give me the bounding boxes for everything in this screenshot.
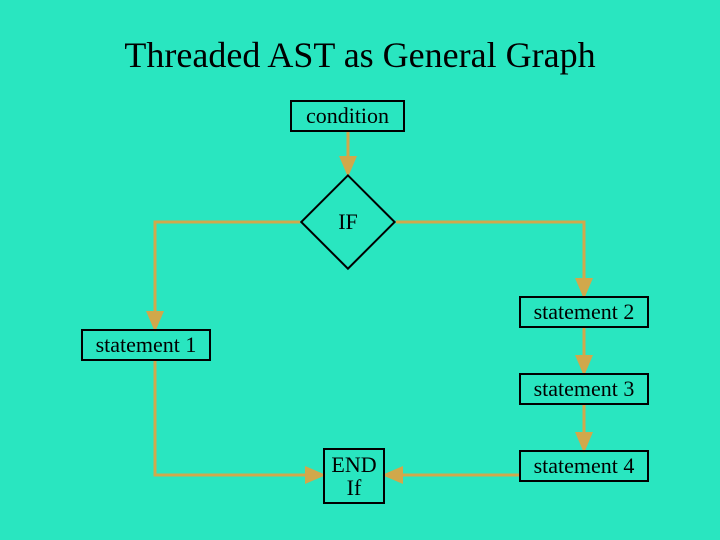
node-if: IF bbox=[300, 174, 396, 270]
node-stmt1: statement 1 bbox=[81, 329, 211, 361]
edge-if bbox=[396, 222, 584, 296]
slide-title: Threaded AST as General Graph bbox=[0, 34, 720, 76]
edge-stmt1 bbox=[155, 361, 323, 475]
edge-if bbox=[155, 222, 300, 329]
slide: Threaded AST as General Graph condition I… bbox=[0, 0, 720, 540]
node-condition: condition bbox=[290, 100, 405, 132]
node-stmt4: statement 4 bbox=[519, 450, 649, 482]
node-stmt3: statement 3 bbox=[519, 373, 649, 405]
node-endif: ENDIf bbox=[323, 448, 385, 504]
node-if-label: IF bbox=[300, 174, 396, 270]
node-stmt2: statement 2 bbox=[519, 296, 649, 328]
